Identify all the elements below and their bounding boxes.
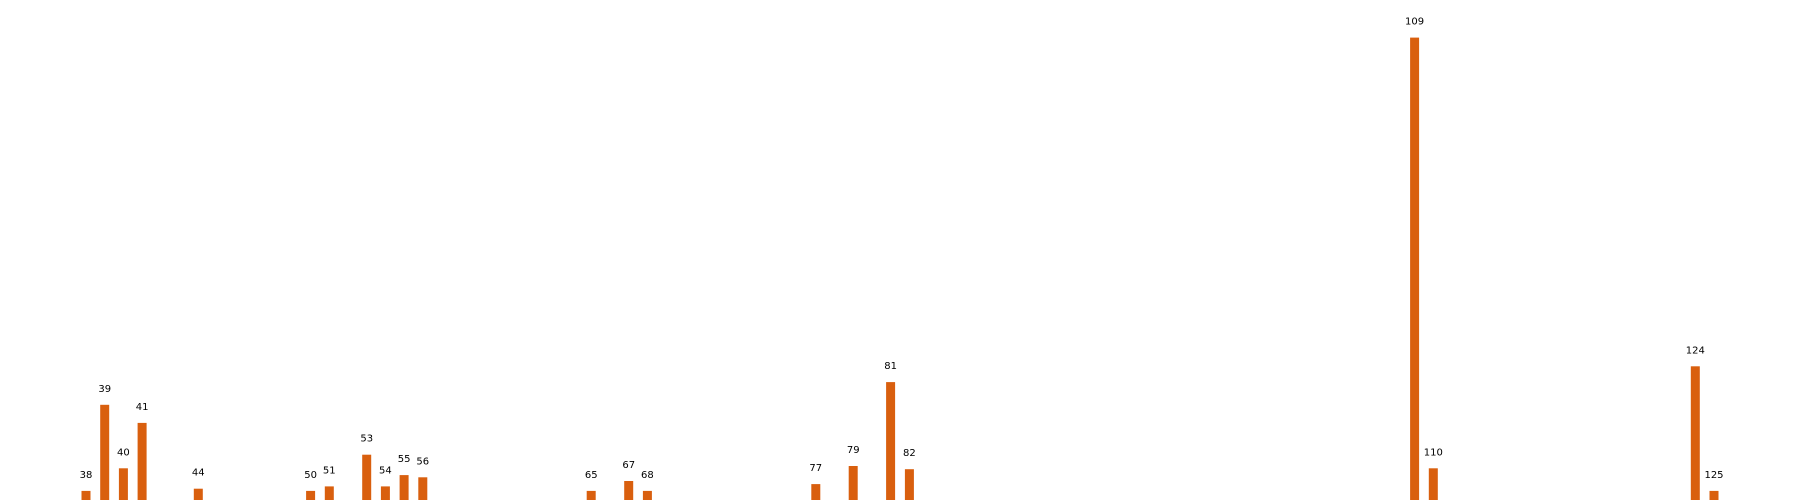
data-label-68: 68 xyxy=(641,470,654,481)
data-label-50: 50 xyxy=(304,470,317,481)
data-label-56: 56 xyxy=(416,456,429,467)
data-label-125: 125 xyxy=(1704,470,1723,481)
data-label-44: 44 xyxy=(192,468,205,479)
bar-51 xyxy=(324,486,334,500)
data-label-51: 51 xyxy=(323,465,336,476)
data-label-40: 40 xyxy=(117,447,130,458)
bar-68 xyxy=(642,490,652,500)
bar-40 xyxy=(118,468,128,500)
data-label-38: 38 xyxy=(80,470,93,481)
data-label-77: 77 xyxy=(809,463,822,474)
bar-109 xyxy=(1410,37,1420,500)
bar-55 xyxy=(399,475,409,500)
bar-39 xyxy=(100,404,110,500)
data-label-82: 82 xyxy=(903,448,916,459)
bar-77 xyxy=(811,484,821,500)
bar-125 xyxy=(1709,490,1719,500)
data-label-124: 124 xyxy=(1686,345,1705,356)
data-label-110: 110 xyxy=(1424,447,1443,458)
data-label-39: 39 xyxy=(98,384,111,395)
bar-41 xyxy=(137,422,147,500)
bar-54 xyxy=(380,486,390,500)
bar-65 xyxy=(586,490,596,500)
bar-110 xyxy=(1428,468,1438,500)
data-label-65: 65 xyxy=(585,470,598,481)
data-label-41: 41 xyxy=(136,402,149,413)
bar-44 xyxy=(193,488,203,500)
bar-38 xyxy=(81,490,91,500)
bar-67 xyxy=(624,481,634,500)
bar-50 xyxy=(306,490,316,500)
bar-81 xyxy=(886,382,896,500)
bar-53 xyxy=(362,454,372,500)
data-label-81: 81 xyxy=(884,361,897,372)
bar-79 xyxy=(848,466,858,500)
bar-82 xyxy=(904,469,914,500)
data-label-109: 109 xyxy=(1405,17,1424,28)
data-label-53: 53 xyxy=(360,434,373,445)
data-label-55: 55 xyxy=(398,454,411,465)
bar-56 xyxy=(418,477,428,500)
data-label-79: 79 xyxy=(847,445,860,456)
data-label-67: 67 xyxy=(622,460,635,471)
bar-124 xyxy=(1690,366,1700,500)
data-label-54: 54 xyxy=(379,465,392,476)
